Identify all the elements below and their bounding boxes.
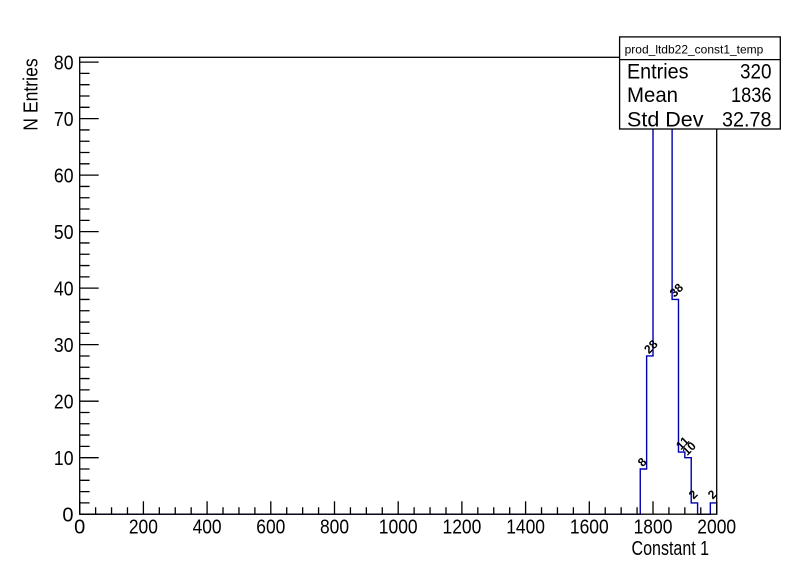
svg-text:20: 20: [54, 392, 74, 414]
svg-text:Mean: Mean: [627, 84, 678, 107]
svg-text:200: 200: [129, 517, 158, 539]
svg-text:40: 40: [54, 279, 74, 301]
svg-text:80: 80: [54, 53, 74, 75]
svg-text:60: 60: [54, 166, 74, 188]
svg-text:30: 30: [54, 335, 74, 357]
svg-text:1200: 1200: [443, 517, 482, 539]
svg-text:400: 400: [193, 517, 222, 539]
svg-text:Std Dev: Std Dev: [627, 109, 704, 132]
svg-text:1400: 1400: [506, 517, 545, 539]
svg-text:Constant 1: Constant 1: [632, 538, 710, 560]
svg-text:1000: 1000: [379, 517, 418, 539]
svg-text:0: 0: [74, 517, 85, 539]
svg-text:320: 320: [740, 61, 772, 84]
svg-text:0: 0: [62, 505, 73, 527]
svg-text:N Entries: N Entries: [21, 58, 43, 131]
svg-text:32.78: 32.78: [722, 109, 772, 132]
svg-text:1800: 1800: [634, 517, 673, 539]
svg-text:70: 70: [54, 109, 74, 131]
svg-text:800: 800: [320, 517, 349, 539]
svg-text:1600: 1600: [570, 517, 609, 539]
svg-text:2000: 2000: [697, 517, 736, 539]
svg-text:10: 10: [54, 448, 74, 470]
svg-text:50: 50: [54, 222, 74, 244]
svg-text:600: 600: [256, 517, 285, 539]
svg-text:prod_ltdb22_const1_temp: prod_ltdb22_const1_temp: [625, 43, 764, 57]
svg-text:Entries: Entries: [627, 61, 689, 84]
svg-text:1836: 1836: [731, 84, 772, 107]
